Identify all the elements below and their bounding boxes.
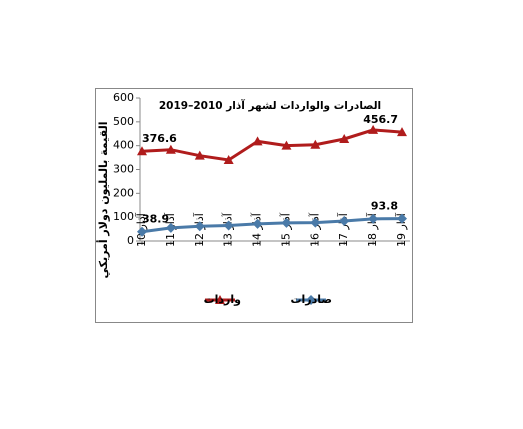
data-point	[194, 221, 205, 232]
data-point	[165, 222, 176, 233]
y-tick-label: 500	[113, 115, 134, 128]
data-point	[281, 140, 292, 150]
y-axis-title: القيمة بالمليون دولار أمريكي	[96, 122, 110, 279]
data-point	[252, 218, 263, 229]
data-point	[165, 144, 176, 154]
data-point	[281, 217, 292, 228]
data-point	[252, 136, 263, 146]
y-tick-label: 400	[113, 139, 134, 152]
data-point	[310, 217, 321, 228]
legend-label: واردات	[204, 293, 242, 306]
x-tick-label: آذار 14	[250, 212, 264, 247]
data-point	[223, 220, 234, 231]
series-line	[141, 217, 403, 234]
data-label: 456.7	[363, 113, 398, 126]
y-tick-label: 300	[113, 163, 134, 176]
y-tick-label: 200	[113, 186, 134, 199]
data-label: 376.6	[142, 132, 177, 145]
data-point	[339, 215, 350, 226]
legend-marker	[215, 295, 225, 304]
chart-title: الصادرات والواردات لشهر آذار 2010–2019	[159, 99, 381, 112]
y-tick-label: 100	[113, 210, 134, 223]
data-point	[339, 133, 350, 143]
data-point	[397, 127, 407, 137]
legend-label: صادرات	[290, 293, 332, 306]
chart-border	[95, 88, 413, 323]
legend-marker	[306, 295, 316, 305]
data-point	[137, 226, 147, 237]
data-point	[137, 146, 147, 156]
y-tick-label: 600	[113, 91, 134, 104]
data-label: 93.8	[371, 200, 398, 213]
data-point	[310, 139, 321, 149]
x-tick-label: آذار 16	[307, 212, 321, 247]
data-point	[368, 213, 379, 224]
x-tick-label: آذار 13	[221, 212, 235, 247]
y-tick-label: 0	[127, 234, 134, 247]
data-label: 38.9	[142, 213, 169, 226]
series-line	[141, 128, 403, 162]
data-point	[397, 213, 407, 224]
data-point	[223, 154, 234, 164]
x-tick-label: آذار 15	[278, 212, 292, 247]
data-point	[368, 124, 379, 134]
data-point	[194, 150, 205, 160]
